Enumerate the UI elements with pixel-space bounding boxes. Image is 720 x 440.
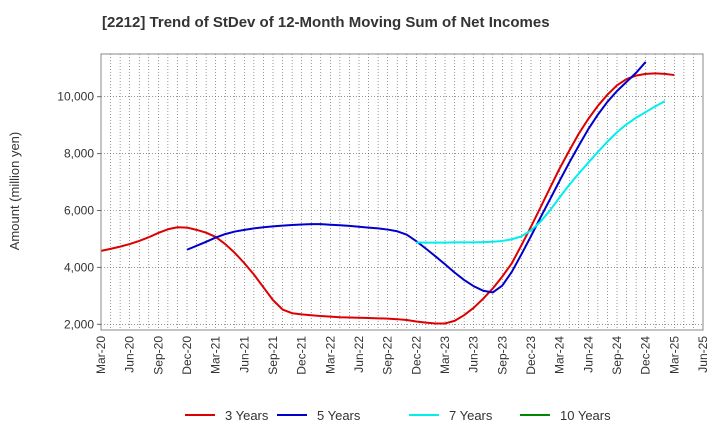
chart-title: [2212] Trend of StDev of 12-Month Moving… [102, 14, 550, 31]
x-tick-label: Jun-22 [352, 336, 366, 373]
grid-lines [100, 54, 704, 330]
x-tick-label: Dec-24 [639, 336, 653, 375]
x-tick-label: Mar-23 [438, 336, 452, 374]
legend: 3 Years 5 Years 7 Years 10 Years [185, 408, 611, 423]
series-line-7-years [416, 100, 666, 244]
y-tick-label: 6,000 [64, 203, 94, 217]
legend-label: 7 Years [449, 408, 493, 423]
series-lines [100, 61, 675, 325]
y-tick-label: 2,000 [64, 317, 94, 331]
x-tick-label: Dec-21 [295, 336, 309, 375]
x-tick-label: Jun-23 [467, 336, 481, 373]
y-tick-label: 8,000 [64, 147, 94, 161]
x-tick-label: Jun-24 [581, 336, 595, 373]
x-tick-label: Jun-21 [237, 336, 251, 373]
x-tick-label: Dec-23 [524, 336, 538, 375]
y-axis-label: Amount (million yen) [7, 132, 22, 251]
series-line-5-years [186, 61, 647, 294]
x-tick-label: Jun-20 [123, 336, 137, 373]
x-tick-label: Sep-21 [266, 336, 280, 375]
x-tick-label: Mar-22 [323, 336, 337, 374]
y-axis-tick-labels: 2,000 4,000 6,000 8,000 10,000 [57, 90, 101, 331]
x-tick-label: Mar-25 [667, 336, 681, 374]
legend-label: 10 Years [560, 408, 611, 423]
x-axis-tick-labels: Mar-20 Jun-20 Sep-20 Dec-20 Mar-21 Jun-21 Sep-… [94, 336, 710, 375]
legend-label: 3 Years [225, 408, 269, 423]
x-tick-label: Sep-20 [151, 336, 165, 375]
x-tick-label: Mar-24 [553, 336, 567, 374]
y-tick-label: 10,000 [57, 90, 94, 104]
series-line-3-years [100, 72, 675, 325]
x-tick-label: Mar-20 [94, 336, 108, 374]
x-tick-label: Sep-24 [610, 336, 624, 375]
x-tick-label: Sep-23 [495, 336, 509, 375]
legend-label: 5 Years [317, 408, 361, 423]
x-tick-label: Dec-22 [409, 336, 423, 375]
x-tick-label: Sep-22 [381, 336, 395, 375]
y-tick-label: 4,000 [64, 260, 94, 274]
x-tick-label: Jun-25 [696, 336, 710, 373]
x-tick-label: Mar-21 [209, 336, 223, 374]
x-tick-label: Dec-20 [180, 336, 194, 375]
plot-area-border [100, 53, 704, 331]
